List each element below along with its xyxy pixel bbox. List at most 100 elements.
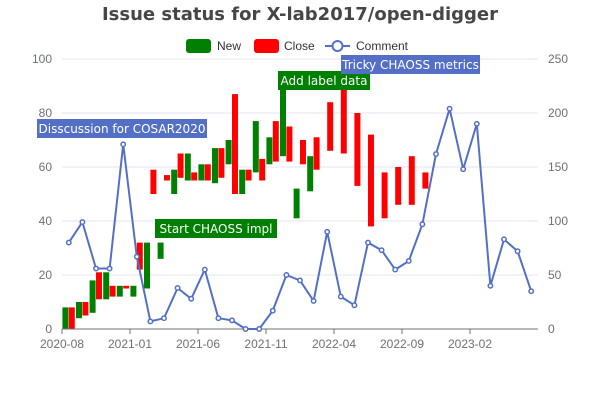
close-bar (164, 175, 170, 181)
new-bar (280, 75, 286, 157)
close-bar (232, 94, 238, 194)
y-left-tick-label: 100 (32, 52, 52, 66)
close-bar (82, 302, 89, 316)
close-bar (381, 172, 388, 219)
y-left-tick-label: 0 (45, 322, 52, 336)
comment-point (106, 265, 113, 272)
close-bar (327, 102, 334, 151)
legend-label-close: Close (284, 39, 315, 53)
legend-label-new: New (217, 39, 241, 53)
comment-point (351, 302, 358, 309)
comment-point (514, 248, 521, 255)
comment-point (378, 247, 385, 254)
new-bar (198, 164, 205, 181)
close-bar (368, 134, 374, 227)
annotation-cosar2020: Disscussion for COSAR2020 (37, 119, 207, 138)
comment-point (229, 317, 235, 324)
close-bar (123, 285, 130, 289)
new-bar (252, 121, 259, 173)
annotation-box (37, 119, 207, 138)
new-bar (89, 280, 96, 313)
y-right-tick-label: 50 (548, 268, 562, 282)
comment-point (93, 265, 99, 272)
new-bar (76, 302, 82, 319)
comment-point (392, 266, 399, 273)
comment-point (473, 120, 480, 127)
comment-point (501, 236, 507, 243)
y-left-tick-label: 40 (39, 214, 53, 228)
new-bar (130, 285, 137, 297)
annotation-chaoss-metrics: Tricky CHAOSS metrics (341, 55, 480, 74)
new-bar (266, 137, 273, 165)
close-bar (136, 242, 143, 270)
y-right-tick-label: 0 (548, 322, 555, 336)
close-bar (204, 164, 211, 181)
annotation-text: Add label data (281, 74, 368, 88)
close-bar (340, 80, 347, 154)
y-right-tick-label: 200 (548, 106, 568, 120)
legend-swatch-new (186, 39, 211, 53)
comment-point (297, 277, 303, 284)
comment-point (405, 258, 412, 264)
close-bar (286, 126, 293, 162)
annotations: Disscussion for COSAR2020 Start CHAOSS im… (37, 55, 480, 238)
new-bar (144, 242, 150, 289)
comment-point (201, 266, 208, 273)
close-bar (177, 153, 184, 178)
comment-point (433, 151, 439, 157)
comment-point (256, 326, 263, 332)
comment-point (460, 166, 467, 173)
annotation-box (278, 71, 370, 90)
legend-swatch-comment-marker (331, 40, 344, 52)
new-bar (62, 307, 69, 329)
x-tick-label: 2022-09 (380, 337, 424, 351)
close-bar (395, 167, 402, 205)
annotation-chaoss-impl: Start CHAOSS impl (155, 219, 277, 238)
axes: 0 20 40 60 80 100 0 50 100 150 200 250 2020-08 2021-0… (32, 52, 568, 351)
legend-item-comment[interactable]: Comment (325, 39, 409, 53)
annotation-box (341, 55, 480, 74)
chart-title: Issue status for X-lab2017/open-digger (102, 4, 498, 25)
x-tick-label: 2021-06 (176, 337, 220, 351)
y-left-tick-label: 60 (39, 160, 53, 174)
y-left-tick-label: 80 (39, 106, 53, 120)
comment-point (242, 326, 249, 332)
legend-item-close[interactable]: Close (254, 39, 315, 53)
close-bar (422, 172, 429, 189)
comment-point (79, 219, 86, 226)
x-tick-label: 2022-04 (312, 337, 356, 351)
legend-label-comment: Comment (356, 39, 409, 53)
new-bar (184, 153, 191, 181)
candlestick-bars (62, 75, 429, 329)
comment-point (161, 315, 167, 322)
comment-point (120, 141, 127, 148)
new-bar (307, 156, 314, 192)
close-bar (313, 137, 320, 170)
y-right-tick-label: 100 (548, 214, 568, 228)
comment-point (337, 293, 344, 300)
legend-item-new[interactable]: New (186, 39, 241, 53)
comment-point (528, 288, 535, 295)
close-bar (272, 121, 279, 162)
new-bar (293, 188, 300, 219)
comment-series (65, 105, 535, 332)
x-tick-label: 2020-08 (40, 337, 84, 351)
close-bar (354, 113, 361, 186)
close-bar (191, 172, 198, 181)
close-bar (109, 285, 116, 297)
close-bar (150, 169, 157, 194)
close-bar (245, 169, 252, 181)
new-bar (103, 272, 110, 300)
comment-point (174, 285, 181, 291)
new-bar (116, 285, 123, 297)
x-tick-label: 2021-11 (244, 337, 287, 351)
comment-point (147, 318, 154, 325)
comment-point (188, 295, 195, 302)
new-bar (212, 148, 218, 184)
comment-point (215, 315, 222, 322)
annotation-text: Disscussion for COSAR2020 (39, 122, 206, 136)
legend[interactable]: New Close Comment (186, 39, 409, 53)
close-bar (408, 156, 415, 205)
close-bar (218, 148, 225, 178)
